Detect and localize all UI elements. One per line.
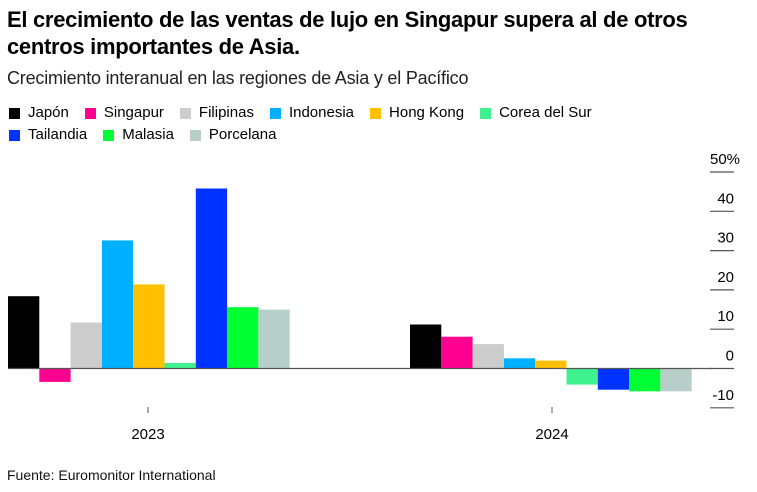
bar-2024-tailandia: [597, 368, 630, 390]
y-tick-label: 10: [717, 308, 734, 325]
y-axis: 50% 40 30 20 10 0 -10: [710, 151, 740, 409]
legend-row-1: Japón Singapur Filipinas Indonesia Hong …: [9, 102, 749, 124]
x-tick-label: 2024: [535, 426, 568, 443]
legend-swatch: [179, 107, 191, 119]
legend-label: Corea del Sur: [499, 104, 592, 121]
legend-swatch: [189, 129, 201, 141]
legend-item-malasia: Malasia: [103, 124, 174, 146]
y-tick-label: -10: [712, 387, 734, 404]
legend-item-corea-del-sur: Corea del Sur: [480, 102, 592, 124]
legend-label: Malasia: [122, 126, 174, 143]
bar-2023-tailandia: [195, 188, 228, 369]
bar-2024-hong-kong: [535, 360, 567, 369]
bar-2024-filipinas: [472, 344, 504, 369]
legend-swatch: [84, 107, 96, 119]
bar-2023-filipinas: [70, 322, 102, 369]
legend-label: Filipinas: [198, 104, 254, 121]
y-tick-label: 20: [717, 269, 734, 286]
bar-2023-indonesia: [101, 240, 134, 369]
bar-2024-malasia: [629, 368, 661, 392]
source-note: Fuente: Euromonitor International: [7, 467, 216, 483]
legend-swatch: [9, 129, 20, 141]
bar-2024-porcelana: [660, 368, 692, 392]
legend-label: Tailandia: [28, 126, 88, 143]
bar-2023-singapur: [39, 368, 71, 382]
bar-2023-malasia: [227, 307, 259, 369]
legend-label: Japón: [28, 104, 69, 121]
y-tick-label: 30: [717, 230, 734, 247]
legend-swatch: [9, 107, 20, 119]
bar-2024-singapur: [441, 336, 473, 369]
legend-swatch: [370, 107, 382, 119]
legend-label: Indonesia: [288, 104, 355, 121]
legend-swatch: [269, 107, 281, 119]
x-tick-label: 2023: [131, 426, 164, 443]
legend-swatch: [480, 107, 492, 119]
legend-item-hong-kong: Hong Kong: [370, 102, 464, 124]
bar-2024-corea-del-sur: [566, 368, 598, 385]
legend: Japón Singapur Filipinas Indonesia Hong …: [9, 102, 749, 146]
legend-item-porcelana: Porcelana: [189, 124, 277, 146]
bar-2024-japón: [410, 324, 442, 369]
bar-2023-hong-kong: [133, 284, 165, 369]
legend-row-2: Tailandia Malasia Porcelana: [9, 124, 749, 146]
chart-subtitle: Crecimiento interanual en las regiones d…: [7, 68, 469, 88]
x-axis: 2023 2024: [131, 407, 569, 443]
legend-label: Hong Kong: [389, 104, 465, 121]
legend-item-japon: Japón: [9, 102, 69, 124]
chart-title: El crecimiento de las ventas de lujo en …: [7, 7, 688, 59]
bar-2023-porcelana: [258, 309, 290, 369]
legend-item-indonesia: Indonesia: [269, 102, 355, 124]
legend-item-singapur: Singapur: [84, 102, 164, 124]
bar-2023-japón: [8, 296, 40, 369]
legend-swatch: [103, 129, 115, 141]
legend-label: Porcelana: [208, 126, 277, 143]
bar-2024-indonesia: [503, 358, 536, 369]
legend-item-filipinas: Filipinas: [179, 102, 254, 124]
legend-label: Singapur: [103, 104, 164, 121]
y-tick-label: 0: [726, 348, 734, 365]
bars-layer: [8, 188, 692, 392]
y-tick-label: 50%: [710, 151, 740, 168]
legend-item-tailandia: Tailandia: [9, 124, 87, 146]
bar-2023-corea-del-sur: [164, 363, 196, 369]
y-tick-label: 40: [717, 190, 734, 207]
